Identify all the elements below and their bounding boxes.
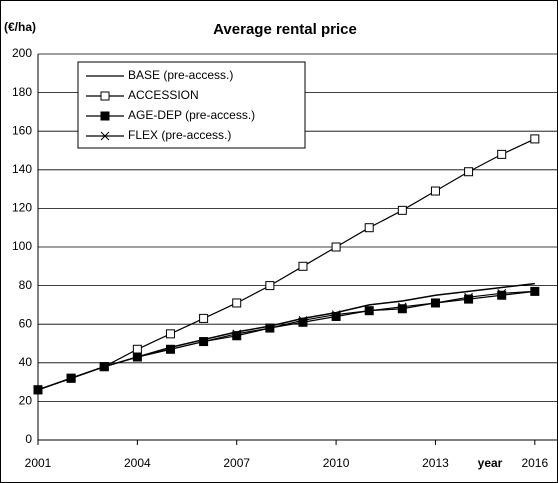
- y-tick-label: 180: [12, 85, 32, 99]
- x-tick-label: 2016: [521, 456, 548, 470]
- marker: [100, 111, 110, 121]
- marker: [232, 298, 242, 308]
- y-tick-label: 60: [19, 316, 33, 330]
- marker: [265, 323, 275, 333]
- legend-label: AGE-DEP (pre-access.): [128, 108, 255, 122]
- series-line: [37, 138, 536, 391]
- marker: [232, 329, 242, 339]
- marker: [166, 344, 175, 354]
- y-tick-label: 160: [12, 123, 32, 137]
- marker: [464, 294, 474, 304]
- marker: [100, 91, 110, 101]
- marker: [99, 362, 109, 372]
- marker: [199, 313, 209, 323]
- marker: [232, 331, 242, 341]
- marker: [497, 290, 507, 300]
- y-tick-label: 0: [25, 432, 32, 446]
- y-tick-label: 100: [12, 239, 32, 253]
- marker: [66, 373, 76, 383]
- marker: [199, 337, 208, 346]
- marker: [364, 223, 374, 233]
- chart-title: Average rental price: [213, 21, 357, 38]
- marker: [265, 281, 275, 291]
- marker: [165, 329, 175, 339]
- marker: [397, 205, 407, 215]
- marker: [530, 134, 540, 144]
- marker: [464, 167, 474, 177]
- x-tick-label: 2004: [124, 456, 151, 470]
- y-tick-label: 20: [19, 394, 33, 408]
- y-tick-label: 120: [12, 201, 32, 215]
- y-tick-label: 140: [12, 162, 32, 176]
- x-tick-label: 2013: [422, 456, 449, 470]
- marker: [331, 310, 341, 319]
- y-tick-label: 200: [12, 46, 32, 60]
- marker: [331, 242, 341, 252]
- marker: [132, 344, 142, 354]
- marker: [33, 385, 43, 395]
- marker: [430, 186, 440, 196]
- marker: [298, 261, 308, 271]
- x-axis-label: year: [478, 456, 503, 470]
- marker: [364, 306, 374, 316]
- marker: [298, 317, 308, 327]
- legend-label: FLEX (pre-access.): [128, 128, 231, 142]
- marker: [397, 302, 407, 312]
- marker: [298, 315, 308, 325]
- marker: [497, 288, 507, 298]
- marker: [331, 311, 341, 321]
- marker: [397, 304, 407, 314]
- y-axis-label: (€/ha): [4, 20, 36, 34]
- series-line: [37, 290, 535, 391]
- marker: [497, 149, 507, 159]
- x-tick-label: 2007: [223, 456, 250, 470]
- marker: [530, 287, 540, 296]
- x-tick-label: 2001: [25, 456, 52, 470]
- y-tick-label: 80: [19, 278, 33, 292]
- legend-label: ACCESSION: [128, 88, 199, 102]
- x-tick-label: 2010: [323, 456, 350, 470]
- y-tick-label: 40: [19, 355, 33, 369]
- marker: [464, 292, 473, 302]
- marker: [133, 352, 142, 362]
- marker: [431, 298, 440, 308]
- legend-label: BASE (pre-access.): [128, 68, 233, 82]
- marker: [100, 131, 110, 141]
